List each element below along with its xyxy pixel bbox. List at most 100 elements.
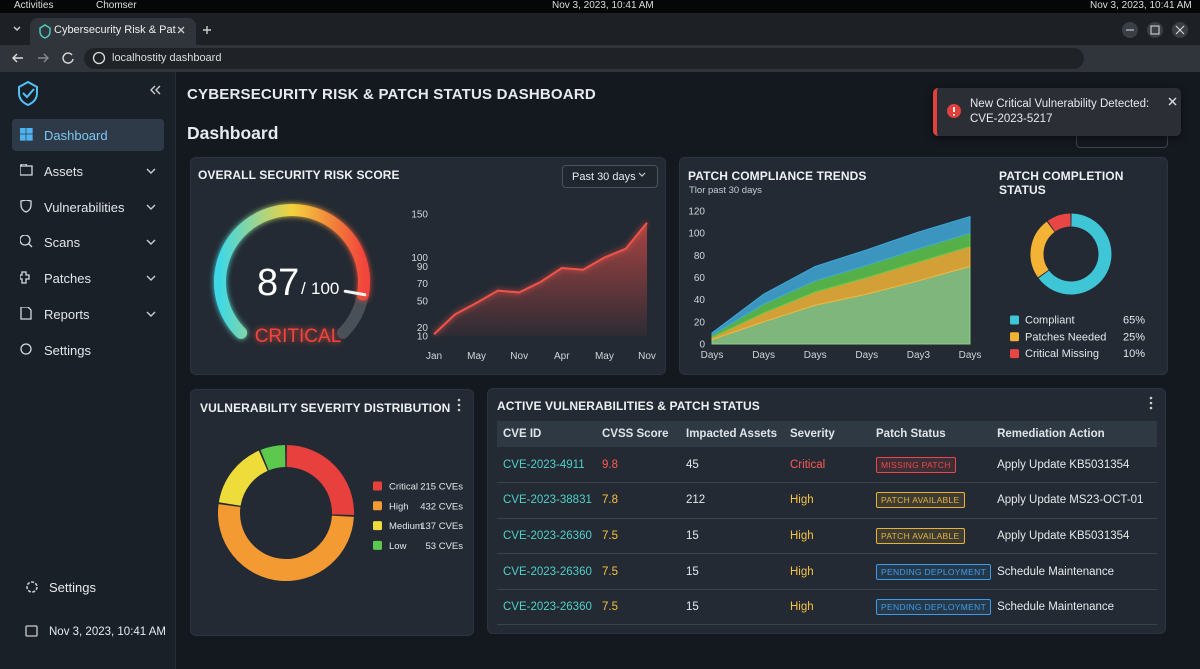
nav-buttons[interactable] [0,45,84,72]
table-cell: CVE-2023-26360 [497,518,596,555]
chevron-line [146,168,156,174]
footer-settings[interactable]: Settings [49,580,96,595]
toast-icon [947,104,961,118]
table-row[interactable]: CVE-2023-26360 7.5 15 High PATCH AVAILABLE Ap… [497,518,1157,555]
table-row[interactable]: CVE-2023-38831 7.8 212 High PATCH AVAILABLE A… [497,482,1157,519]
nav-item[interactable]: Patches [12,262,164,294]
table-cell: 7.5 [596,553,680,590]
table-cell: 212 [680,482,784,519]
footer-date: Nov 3, 2023, 10:41 AM [49,626,166,638]
toast-text: New Critical Vulnerability Detected: CVE… [970,98,1150,125]
chevron [146,311,156,317]
chevron [146,275,156,282]
panel-title: PATCH COMPLIANCE TRENDS [688,169,867,183]
table-cell: Schedule Maintenance [991,553,1157,590]
chevron-line [146,311,156,317]
vuln-table: CVE ID CVSS Score Impacted Assets Severity P… [497,421,1157,626]
column-header: Severity [784,421,870,447]
nav-icon [20,271,30,284]
tab-strip: Cybersecurity Risk & Pat [0,13,1200,45]
table-cell: 7.8 [596,482,680,519]
table-row[interactable]: CVE-2023-26360 7.5 15 High PENDING DEPLOYMEN… [497,589,1157,626]
sidebar: Dashboard Assets Vulnerabilities Scans Patch… [0,72,176,669]
table-cell: 15 [680,589,784,626]
browser-tab[interactable]: Cybersecurity Risk & Pat [30,18,196,45]
panel-subtitle: Tlor past 30 days [689,185,762,196]
chevron [146,168,156,174]
table-cell: MISSING PATCH [870,447,992,484]
table-cell: 15 [680,553,784,590]
status-badge: PATCH AVAILABLE [876,492,965,509]
table-cell: Schedule Maintenance [991,589,1157,626]
table-cell: PENDING DEPLOYMENT [870,589,992,626]
clock: Nov 3, 2023, 10:41 AM [552,0,654,11]
activities[interactable]: Activities [14,0,54,11]
nav-icon [20,199,32,213]
table-cell: 45 [680,447,784,484]
table-cell: 7.5 [596,518,680,555]
clock-right: Nov 3, 2023, 10:41 AM [1090,0,1192,11]
status-badge: PATCH AVAILABLE [876,527,965,544]
icon [20,163,33,176]
table-cell: Apply Update MS23-OCT-01 [991,482,1157,519]
chevron [146,204,156,210]
chevron [146,239,156,246]
nav-item[interactable]: Assets [12,155,164,187]
column-header: Impacted Assets [680,421,784,447]
nav-icon [20,307,32,320]
column-header: Remediation Action [991,421,1157,447]
range-dropdown[interactable]: Past 30 days [562,165,658,188]
table-cell: High [784,589,870,626]
table-cell: 9.8 [596,447,680,484]
table-cell: Critical [784,447,870,484]
nav-icon [20,128,33,141]
icon [20,128,33,141]
dashboard-title: CYBERSECURITY RISK & PATCH STATUS DASHBO… [187,86,596,103]
table-row[interactable]: CVE-2023-4911 9.8 45 Critical MISSING PATCH A… [497,447,1157,484]
severity-panel: VULNERABILITY SEVERITY DISTRIBUTION [190,389,474,636]
url-bar[interactable]: localhostity dashboard [84,48,1084,69]
sidebar-icons [18,80,161,107]
table-cell: High [784,518,870,555]
nav-item[interactable]: Settings [12,334,164,366]
column-header: Patch Status [870,421,992,447]
nav-icon [20,343,32,355]
table-cell: CVE-2023-38831 [497,482,596,519]
toast-close[interactable] [1167,96,1179,108]
table-cell: High [784,553,870,590]
table-cell: High [784,482,870,519]
table-cell: PENDING DEPLOYMENT [870,553,992,590]
tab-icons [13,22,1188,39]
nav-item[interactable]: Vulnerabilities [12,191,164,223]
nav-item[interactable]: Dashboard [12,119,164,151]
risk-panel: OVERALL SECURITY RISK SCORE Past 30 days [190,157,666,375]
panel-title: ACTIVE VULNERABILITIES & PATCH STATUS [497,399,760,413]
table-cell: 7.5 [596,589,680,626]
icon [20,235,33,248]
column-header: CVSS Score [596,421,680,447]
table-cell: Apply Update KB5031354 [991,518,1157,555]
footer-icons [25,581,38,637]
info-icon [92,51,106,65]
table-row[interactable]: CVE-2023-26360 7.5 15 High PENDING DEPLOYMEN… [497,553,1157,590]
page-heading: Dashboard [187,123,279,143]
panel-title: OVERALL SECURITY RISK SCORE [198,168,400,182]
chevron-line [146,204,156,210]
nav-item[interactable]: Scans [12,226,164,258]
address-row: localhostity dashboard [0,45,1200,72]
nav-icon [20,235,33,248]
table-cell: CVE-2023-4911 [497,447,596,484]
header-row: CVE ID CVSS Score Impacted Assets Severity P… [497,421,1157,447]
icon [20,199,32,213]
app-name: Chomser [96,0,137,11]
table-cell: PATCH AVAILABLE [870,482,992,519]
toast: New Critical Vulnerability Detected: CVE… [933,88,1181,136]
chevron-line [146,239,156,246]
nav-item[interactable]: Reports [12,298,164,330]
table-panel: ACTIVE VULNERABILITIES & PATCH STATUS CV… [487,388,1166,634]
table-cell: 15 [680,518,784,555]
status-badge: PENDING DEPLOYMENT [876,563,992,580]
column-header: CVE ID [497,421,596,447]
